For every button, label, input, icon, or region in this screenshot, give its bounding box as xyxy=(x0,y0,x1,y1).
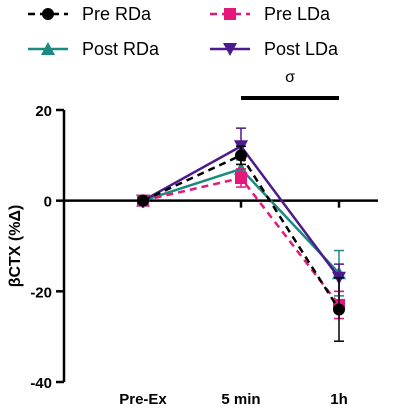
legend-item: Pre LDa xyxy=(210,4,331,24)
legend-item: Post LDa xyxy=(210,39,339,59)
y-tick-label: -40 xyxy=(30,375,52,392)
legend-marker xyxy=(223,43,237,56)
y-axis-title: βCTX (%Δ) xyxy=(7,205,24,288)
series-pre-rda xyxy=(137,145,345,342)
legend-marker xyxy=(42,8,54,20)
x-tick-label: 5 min xyxy=(221,391,260,408)
data-point xyxy=(235,172,247,184)
series-layer xyxy=(136,127,346,342)
legend-marker xyxy=(224,8,236,20)
legend-label: Post RDa xyxy=(82,39,160,59)
data-point xyxy=(333,303,345,316)
legend-item: Pre RDa xyxy=(28,4,152,24)
data-point xyxy=(137,194,149,207)
series-line xyxy=(142,153,341,311)
legend-label: Post LDa xyxy=(264,39,339,59)
x-tick-label: Pre-Ex xyxy=(119,391,167,408)
y-tick-label: -20 xyxy=(30,284,52,301)
axes: 20 0 -20 -40 Pre-Ex 5 min 1h βCTX (%Δ) xyxy=(7,103,378,408)
y-tick-label: 20 xyxy=(35,103,52,120)
significance-annotation: σ xyxy=(241,69,339,100)
legend: Pre RDa Pre LDa Post RDa Post LDa xyxy=(28,4,339,59)
y-tick-label: 0 xyxy=(44,194,52,211)
x-tick-label: 1h xyxy=(330,391,348,408)
legend-label: Pre RDa xyxy=(82,4,152,24)
legend-marker xyxy=(41,42,55,55)
legend-item: Post RDa xyxy=(28,39,160,59)
significance-symbol: σ xyxy=(285,69,295,86)
legend-label: Pre LDa xyxy=(264,4,331,24)
data-point xyxy=(235,149,247,162)
